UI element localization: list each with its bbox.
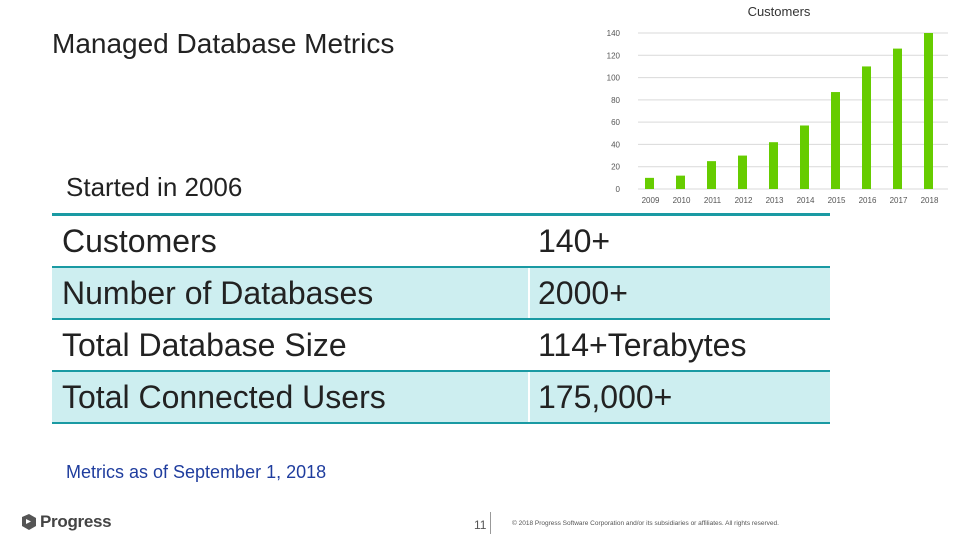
metrics-table: Customers 140+ Number of Databases 2000+ Tot… bbox=[52, 213, 830, 424]
chart-bar bbox=[893, 48, 902, 189]
footer-divider bbox=[490, 512, 491, 534]
chart-y-ticks: 0 20 40 60 80 100 120 140 bbox=[607, 29, 621, 194]
metric-value: 114+Terabytes bbox=[528, 319, 830, 372]
y-tick-label: 80 bbox=[611, 96, 620, 105]
chart-bar bbox=[707, 161, 716, 189]
chart-title: Customers bbox=[748, 4, 811, 19]
chart-bar bbox=[738, 155, 747, 189]
y-tick-label: 40 bbox=[611, 140, 620, 149]
page-number: 11 bbox=[474, 518, 487, 532]
x-tick-label: 2009 bbox=[642, 196, 660, 205]
metric-label: Customers bbox=[52, 213, 529, 268]
chart-bar bbox=[862, 66, 871, 189]
slide-subtitle: Started in 2006 bbox=[66, 172, 243, 202]
y-tick-label: 100 bbox=[607, 74, 621, 83]
metric-label: Total Connected Users bbox=[52, 371, 529, 424]
y-tick-label: 0 bbox=[616, 185, 621, 194]
progress-logo: Progress bbox=[22, 511, 112, 533]
x-tick-label: 2015 bbox=[828, 196, 846, 205]
y-tick-label: 60 bbox=[611, 118, 620, 127]
x-tick-label: 2014 bbox=[797, 196, 815, 205]
y-tick-label: 140 bbox=[607, 29, 621, 38]
metric-row: Total Database Size 114+Terabytes bbox=[52, 319, 830, 372]
x-tick-label: 2011 bbox=[704, 196, 722, 205]
chart-bar bbox=[645, 177, 654, 189]
chart-gridlines bbox=[638, 32, 948, 190]
y-tick-label: 20 bbox=[611, 163, 620, 172]
chart-bar bbox=[800, 125, 809, 189]
chart-bar bbox=[831, 92, 840, 189]
metric-label: Number of Databases bbox=[52, 267, 529, 320]
metric-row: Customers 140+ bbox=[52, 213, 830, 268]
y-tick-label: 120 bbox=[607, 51, 621, 60]
chart-x-ticks: 2009 2010 2011 2012 2013 2014 2015 2016 2017 2018 bbox=[642, 196, 939, 205]
copyright-notice: © 2018 Progress Software Corporation and… bbox=[512, 520, 779, 527]
x-tick-label: 2016 bbox=[859, 196, 877, 205]
x-tick-label: 2012 bbox=[735, 196, 753, 205]
x-tick-label: 2018 bbox=[921, 196, 939, 205]
chart-bar bbox=[924, 33, 933, 189]
metric-value: 175,000+ bbox=[528, 371, 830, 424]
customers-bar-chart: Customers 0 20 40 60 80 100 120 140 2009 2010 201… bbox=[607, 4, 948, 205]
metric-label: Total Database Size bbox=[52, 319, 529, 372]
metric-value: 140+ bbox=[528, 213, 830, 268]
progress-logo-icon bbox=[22, 514, 36, 530]
metrics-date-note: Metrics as of September 1, 2018 bbox=[66, 462, 327, 482]
metric-value: 2000+ bbox=[528, 267, 830, 320]
metric-row: Total Connected Users 175,000+ bbox=[52, 371, 830, 424]
x-tick-label: 2017 bbox=[890, 196, 908, 205]
progress-logo-text: Progress bbox=[40, 512, 112, 531]
chart-bar bbox=[769, 142, 778, 189]
slide-title: Managed Database Metrics bbox=[52, 28, 395, 59]
chart-bars bbox=[645, 33, 933, 189]
x-tick-label: 2013 bbox=[766, 196, 784, 205]
metric-row: Number of Databases 2000+ bbox=[52, 267, 830, 320]
x-tick-label: 2010 bbox=[673, 196, 691, 205]
chart-bar bbox=[676, 175, 685, 189]
